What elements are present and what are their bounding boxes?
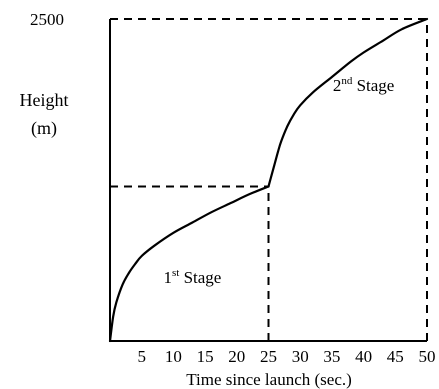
x-tick-label: 40 — [355, 347, 372, 366]
x-tick-label: 20 — [228, 347, 245, 366]
x-tick-label: 45 — [387, 347, 404, 366]
stage-annotation-2: 2nd Stage — [333, 75, 395, 95]
y-axis-label-line1: Height — [20, 90, 69, 110]
x-tick-label: 50 — [419, 347, 436, 366]
x-tick-label: 15 — [197, 347, 214, 366]
x-tick-label: 5 — [137, 347, 146, 366]
stage-annotation-1: 1st Stage — [163, 267, 221, 287]
x-tick-label: 30 — [292, 347, 309, 366]
x-axis-label: Time since launch (sec.) — [186, 370, 352, 389]
y-axis-label-line2: (m) — [31, 118, 57, 139]
x-tick-label: 25 — [260, 347, 277, 366]
x-tick-label: 35 — [323, 347, 340, 366]
series-line-1 — [108, 185, 270, 343]
series-line-2 — [267, 17, 429, 188]
y-tick-label: 2500 — [30, 10, 64, 29]
x-tick-label: 10 — [165, 347, 182, 366]
